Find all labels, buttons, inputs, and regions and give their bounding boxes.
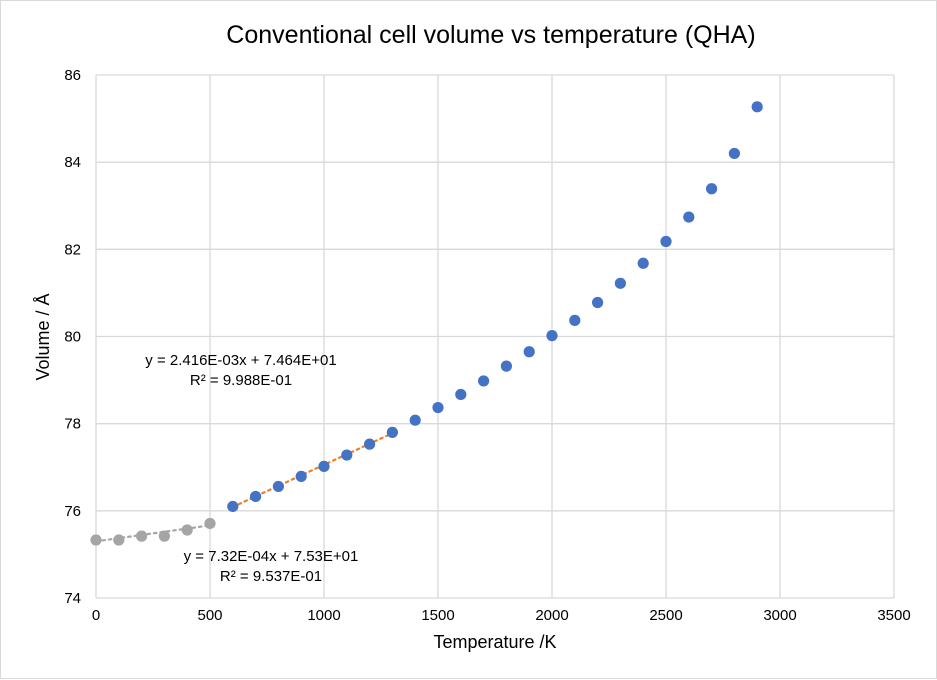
- data-point: [227, 500, 239, 513]
- x-tick-label: 3500: [877, 607, 910, 624]
- data-point: [113, 534, 125, 546]
- data-point: [272, 480, 284, 493]
- x-tick-label: 500: [197, 607, 222, 624]
- trendline-r2-mid: R² = 9.988E-01: [190, 372, 292, 389]
- trendlines: [94, 432, 394, 543]
- data-point: [592, 296, 604, 309]
- x-tick-label: 2500: [649, 607, 682, 624]
- x-tick-label: 0: [92, 607, 100, 624]
- y-tick-label: 84: [64, 154, 81, 171]
- data-point: [637, 257, 649, 269]
- data-point: [683, 211, 695, 223]
- data-point: [204, 517, 216, 530]
- data-point: [158, 530, 170, 542]
- data-point: [136, 530, 148, 542]
- data-point: [751, 101, 763, 113]
- data-point: [728, 147, 741, 160]
- data-point: [500, 360, 512, 372]
- y-tick-label: 82: [64, 241, 81, 258]
- data-points: [90, 101, 763, 546]
- chart-title: Conventional cell volume vs temperature …: [226, 21, 755, 49]
- y-tick-label: 78: [64, 416, 81, 433]
- data-point: [295, 470, 307, 483]
- trendline-r2-low: R² = 9.537E-01: [220, 568, 322, 585]
- data-point: [660, 235, 672, 248]
- trendline: [94, 524, 212, 543]
- data-point: [409, 414, 421, 426]
- data-point: [250, 490, 262, 503]
- data-point: [90, 534, 102, 546]
- data-point: [569, 314, 581, 326]
- y-tick-label: 86: [64, 67, 81, 84]
- gridlines: [95, 74, 895, 599]
- y-tick-label: 74: [64, 590, 81, 607]
- data-point: [432, 401, 444, 414]
- data-point: [386, 426, 398, 438]
- y-axis-title: Volume / Å: [33, 293, 53, 380]
- data-point: [181, 524, 193, 536]
- x-axis-title: Temperature /K: [433, 632, 556, 652]
- data-point: [318, 460, 330, 472]
- data-point: [341, 449, 353, 461]
- y-tick-label: 80: [64, 329, 81, 346]
- data-point: [614, 277, 627, 289]
- data-point: [478, 375, 490, 387]
- data-point: [364, 438, 376, 450]
- data-point: [455, 388, 467, 401]
- tick-labels: 0 500 1000 1500 2000 2500 3000 3500 74 76 78 80 82 84…: [64, 67, 910, 624]
- trendline-equation-mid: y = 2.416E-03x + 7.464E+01: [145, 352, 336, 369]
- x-tick-label: 2000: [535, 607, 568, 624]
- y-tick-label: 76: [64, 503, 81, 520]
- data-point: [523, 346, 535, 358]
- x-tick-label: 3000: [763, 607, 796, 624]
- data-point: [706, 183, 718, 195]
- x-tick-label: 1000: [307, 607, 340, 624]
- data-point: [546, 330, 558, 342]
- trendline-equation-low: y = 7.32E-04x + 7.53E+01: [184, 548, 359, 565]
- x-tick-label: 1500: [421, 607, 454, 624]
